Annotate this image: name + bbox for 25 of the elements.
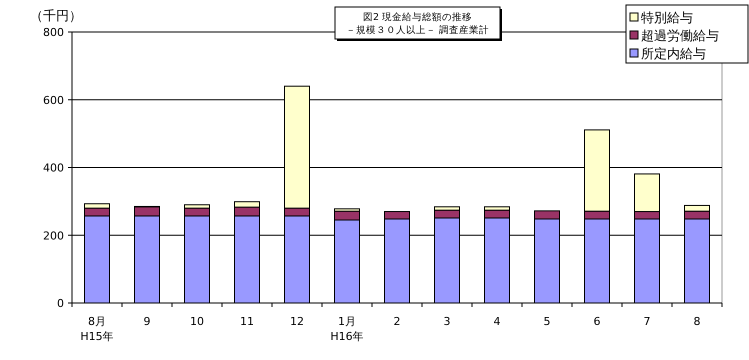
x-tick-label: 8 xyxy=(694,315,700,328)
x-tick-label: 1月 H16年 xyxy=(330,315,364,343)
chart-title: 図2 現金給与総額の推移 xyxy=(362,11,472,23)
x-tick-label: 11 xyxy=(240,315,254,328)
x-tick-label: 10 xyxy=(190,315,204,328)
y-tick-label: 600 xyxy=(43,94,64,107)
y-tick-label: 0 xyxy=(57,297,64,310)
legend-label: 特別給与 xyxy=(641,11,693,26)
y-tick-label: 200 xyxy=(43,229,64,242)
x-tick-label: 9 xyxy=(144,315,150,328)
chart-subtitle: －規模３０人以上－ 調査産業計 xyxy=(346,24,490,36)
x-tick-label: 2 xyxy=(394,315,400,328)
y-tick-label: 400 xyxy=(43,162,64,174)
title-box: 図2 現金給与総額の推移 －規模３０人以上－ 調査産業計 xyxy=(334,6,502,41)
x-tick-label: 3 xyxy=(444,315,450,328)
x-tick-label: 4 xyxy=(494,315,500,328)
y-axis-title: （千円） xyxy=(30,9,82,24)
x-tick-label: 6 xyxy=(594,315,600,328)
y-tick-label: 800 xyxy=(43,26,64,39)
x-tick-label: 12 xyxy=(290,315,304,328)
x-tick-label: 7 xyxy=(644,315,650,328)
x-tick-label: 8月 H15年 xyxy=(80,315,114,343)
legend-label: 超過労働給与 xyxy=(641,29,719,44)
x-tick-label: 5 xyxy=(544,315,550,328)
legend-label: 所定内給与 xyxy=(641,47,706,62)
